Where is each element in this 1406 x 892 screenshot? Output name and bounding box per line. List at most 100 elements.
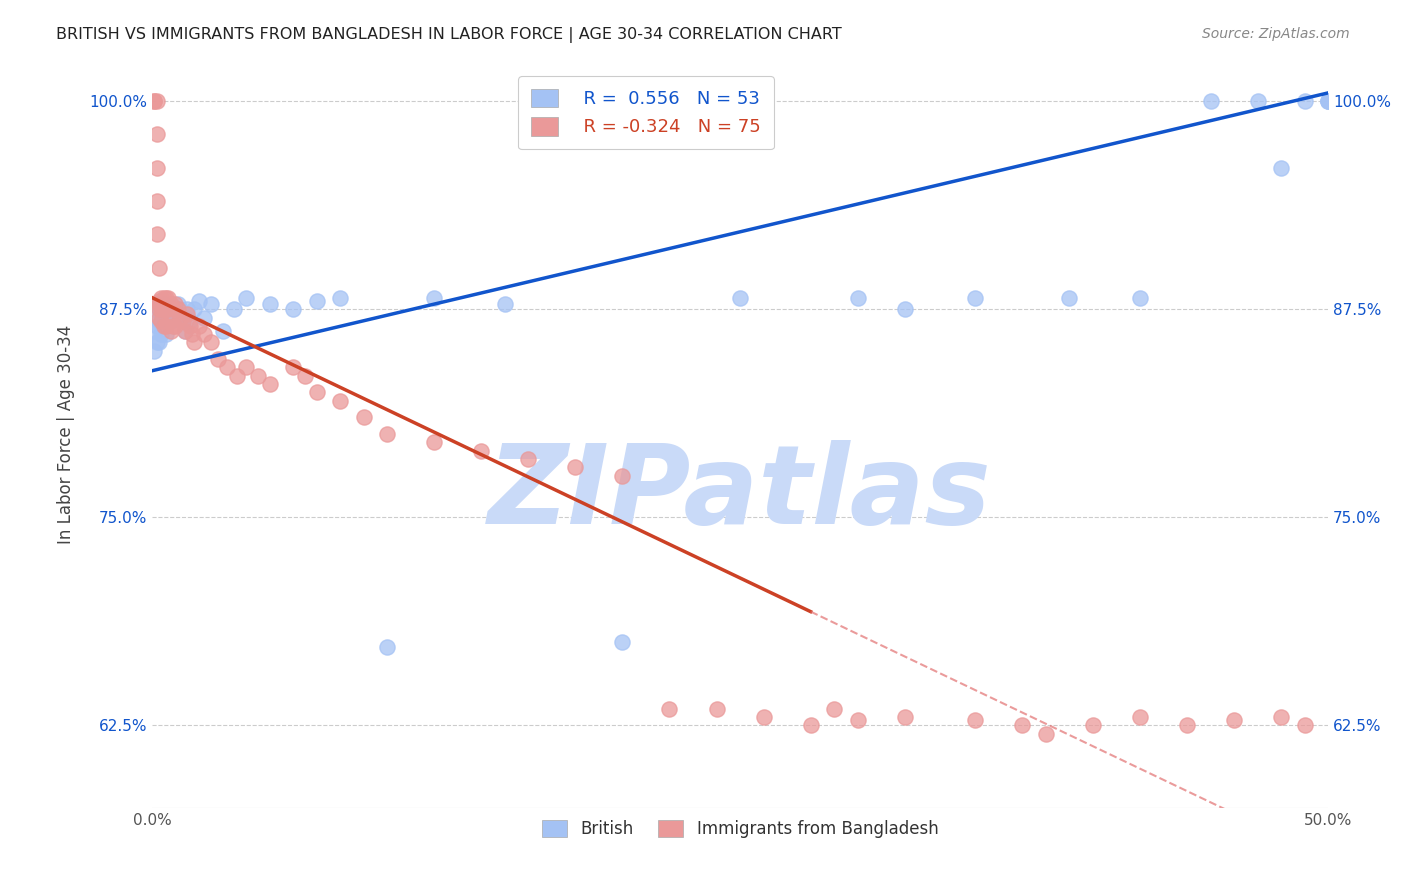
Point — [846, 713, 869, 727]
Point — [145, 94, 167, 108]
Point — [1175, 718, 1198, 732]
Point — [375, 640, 398, 654]
Point — [183, 302, 205, 317]
Point — [173, 324, 195, 338]
Point — [224, 302, 246, 317]
Point — [172, 310, 194, 325]
Point — [155, 302, 177, 317]
Point — [225, 368, 247, 383]
Point — [246, 368, 269, 383]
Point — [169, 310, 191, 325]
Point — [145, 318, 167, 333]
Point — [150, 302, 173, 317]
Point — [155, 302, 177, 317]
Point — [1129, 710, 1152, 724]
Point — [235, 291, 257, 305]
Point — [162, 318, 184, 333]
Point — [423, 291, 446, 305]
Point — [145, 128, 167, 142]
Point — [846, 291, 869, 305]
Point — [259, 297, 281, 311]
Point — [965, 291, 987, 305]
Point — [612, 635, 634, 649]
Point — [148, 302, 170, 317]
Point — [259, 377, 281, 392]
Point — [517, 452, 540, 467]
Point — [305, 293, 328, 308]
Point — [207, 352, 229, 367]
Point — [176, 307, 198, 321]
Text: BRITISH VS IMMIGRANTS FROM BANGLADESH IN LABOR FORCE | AGE 30-34 CORRELATION CHA: BRITISH VS IMMIGRANTS FROM BANGLADESH IN… — [56, 27, 842, 43]
Point — [150, 307, 173, 321]
Point — [1129, 291, 1152, 305]
Point — [728, 291, 751, 305]
Point — [181, 327, 204, 342]
Point — [166, 297, 188, 311]
Legend: British, Immigrants from Bangladesh: British, Immigrants from Bangladesh — [536, 814, 945, 845]
Point — [470, 443, 492, 458]
Point — [305, 385, 328, 400]
Point — [1317, 94, 1340, 108]
Point — [155, 291, 177, 305]
Point — [188, 318, 211, 333]
Point — [148, 310, 170, 325]
Point — [658, 701, 681, 715]
Point — [211, 324, 233, 338]
Point — [752, 710, 775, 724]
Point — [1035, 726, 1057, 740]
Point — [143, 302, 166, 317]
Point — [893, 710, 915, 724]
Point — [1223, 713, 1246, 727]
Point — [143, 94, 166, 108]
Point — [1294, 718, 1316, 732]
Point — [165, 318, 187, 333]
Point — [145, 161, 167, 175]
Point — [1317, 94, 1340, 108]
Point — [1294, 94, 1316, 108]
Point — [176, 302, 198, 317]
Point — [159, 324, 181, 338]
Point — [143, 343, 166, 358]
Point — [193, 310, 215, 325]
Point — [148, 297, 170, 311]
Point — [200, 297, 222, 311]
Point — [155, 318, 177, 333]
Point — [150, 314, 173, 328]
Point — [217, 360, 239, 375]
Point — [165, 297, 187, 311]
Text: Source: ZipAtlas.com: Source: ZipAtlas.com — [1202, 27, 1350, 41]
Point — [157, 307, 180, 321]
Point — [159, 310, 181, 325]
Point — [148, 302, 170, 317]
Point — [148, 293, 170, 308]
Point — [1059, 291, 1081, 305]
Point — [152, 318, 174, 333]
Point — [173, 324, 195, 338]
Point — [494, 297, 516, 311]
Point — [235, 360, 257, 375]
Point — [145, 194, 167, 208]
Point — [150, 327, 173, 342]
Point — [145, 335, 167, 350]
Point — [281, 360, 304, 375]
Point — [162, 302, 184, 317]
Point — [155, 327, 177, 342]
Point — [1270, 710, 1292, 724]
Point — [172, 314, 194, 328]
Point — [353, 410, 375, 425]
Text: ZIPatlas: ZIPatlas — [488, 441, 991, 548]
Point — [423, 435, 446, 450]
Point — [294, 368, 316, 383]
Point — [152, 314, 174, 328]
Point — [1011, 718, 1033, 732]
Point — [152, 302, 174, 317]
Point — [143, 324, 166, 338]
Point — [152, 291, 174, 305]
Point — [145, 227, 167, 242]
Point — [564, 460, 586, 475]
Point — [148, 260, 170, 275]
Point — [1246, 94, 1268, 108]
Point — [159, 297, 181, 311]
Point — [188, 293, 211, 308]
Point — [823, 701, 845, 715]
